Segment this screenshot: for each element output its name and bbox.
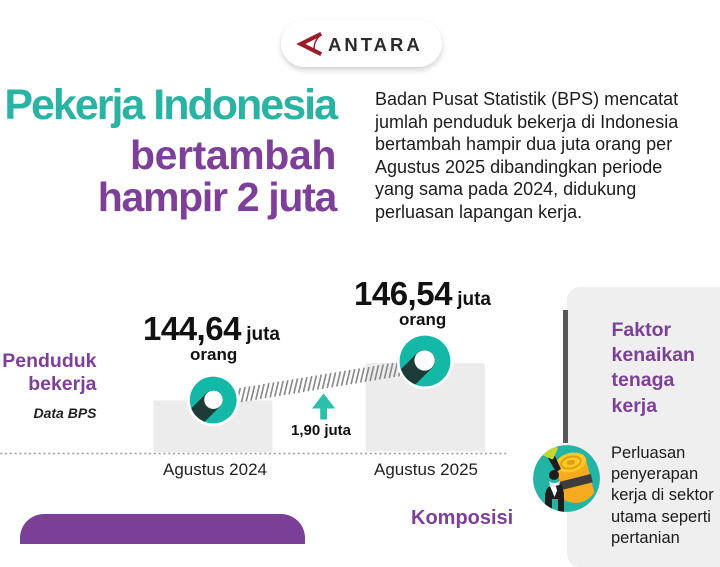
svg-text:ANTARA: ANTARA: [328, 34, 423, 55]
